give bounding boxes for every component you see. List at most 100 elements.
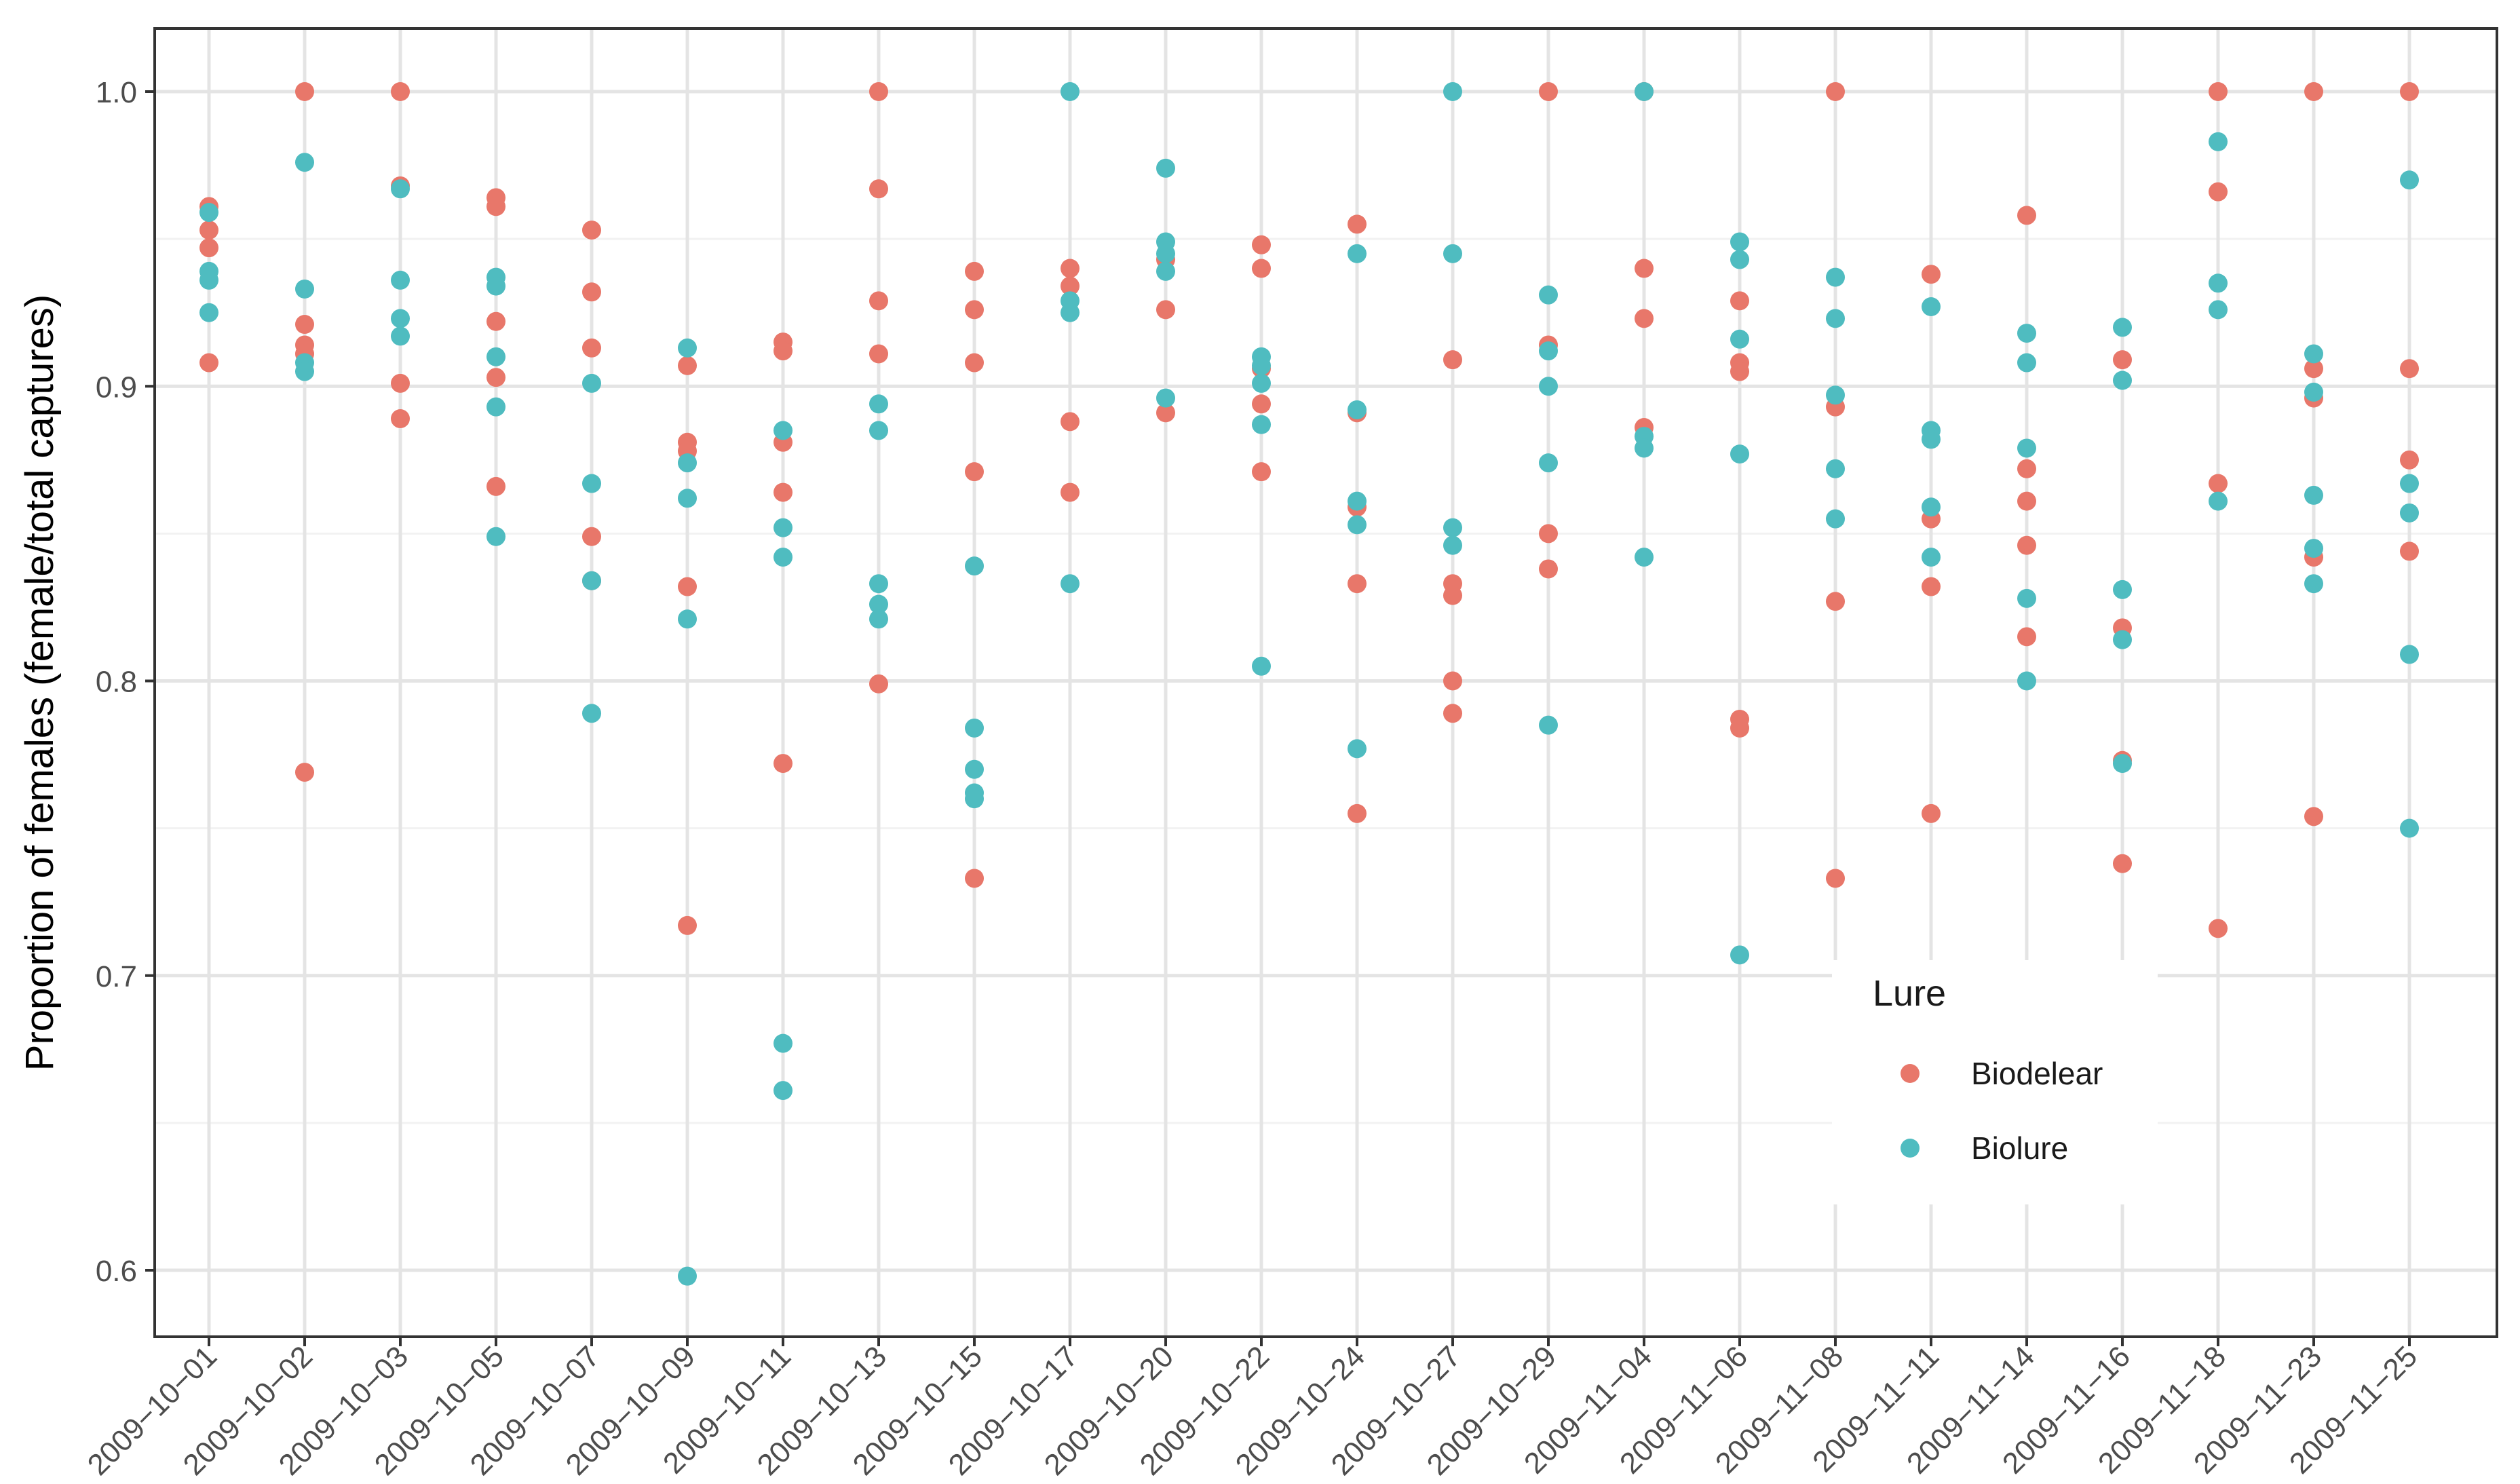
point-biolure: [1826, 459, 1845, 478]
point-biolure: [1730, 945, 1749, 965]
point-biodelear: [582, 527, 601, 546]
point-biodelear: [1826, 592, 1845, 611]
point-biolure: [1922, 548, 1941, 567]
point-biodelear: [2400, 541, 2419, 561]
point-biolure: [869, 574, 888, 594]
point-biolure: [582, 474, 601, 493]
point-biolure: [2304, 574, 2323, 594]
point-biodelear: [2113, 854, 2132, 873]
point-biodelear: [391, 82, 410, 101]
point-biodelear: [391, 373, 410, 393]
point-biodelear: [582, 338, 601, 358]
point-biodelear: [869, 674, 888, 693]
point-biolure: [1730, 232, 1749, 252]
point-biolure: [965, 556, 984, 576]
legend-box: [1832, 960, 2158, 1204]
point-biodelear: [486, 197, 505, 216]
point-biolure: [2304, 539, 2323, 558]
legend: Lure Biodelear Biolure: [1832, 960, 2158, 1204]
point-biodelear: [2017, 491, 2036, 511]
point-biodelear: [774, 754, 793, 774]
point-biodelear: [1061, 259, 1080, 278]
point-biolure: [486, 347, 505, 366]
point-biodelear: [2017, 627, 2036, 647]
point-biolure: [678, 338, 697, 358]
y-tick-label: 0.7: [96, 960, 137, 993]
point-biolure: [774, 548, 793, 567]
point-biolure: [2113, 370, 2132, 390]
point-biolure: [199, 270, 218, 290]
y-tick-label: 0.6: [96, 1255, 137, 1288]
point-biodelear: [1156, 300, 1175, 320]
point-biolure: [1156, 158, 1175, 178]
point-biodelear: [2017, 535, 2036, 555]
point-biolure: [1635, 548, 1654, 567]
point-biolure: [1730, 444, 1749, 464]
y-tick-label: 1.0: [96, 76, 137, 109]
point-biolure: [1826, 309, 1845, 328]
point-biodelear: [199, 238, 218, 258]
point-biodelear: [2400, 450, 2419, 470]
point-biodelear: [486, 311, 505, 331]
point-biolure: [582, 704, 601, 723]
point-biolure: [2113, 318, 2132, 337]
point-biolure: [295, 153, 314, 172]
point-biodelear: [1826, 869, 1845, 888]
point-biodelear: [1252, 259, 1271, 278]
point-biodelear: [1348, 214, 1367, 234]
point-biolure: [2113, 630, 2132, 649]
point-biolure: [1443, 82, 1462, 101]
point-biodelear: [1922, 803, 1941, 823]
point-biodelear: [869, 344, 888, 364]
point-biodelear: [1730, 718, 1749, 738]
point-biolure: [1061, 303, 1080, 322]
point-biolure: [1539, 285, 1558, 305]
point-biolure: [1539, 715, 1558, 735]
point-biodelear: [295, 82, 314, 101]
legend-label-biodelear: Biodelear: [1971, 1056, 2103, 1091]
point-biodelear: [2304, 359, 2323, 379]
point-biodelear: [486, 476, 505, 496]
point-biolure: [1730, 329, 1749, 349]
point-biolure: [2304, 382, 2323, 402]
point-biolure: [965, 789, 984, 809]
point-biolure: [869, 421, 888, 440]
point-biolure: [1348, 244, 1367, 263]
point-biodelear: [486, 368, 505, 387]
plot-border: [153, 27, 2498, 1338]
point-biodelear: [678, 356, 697, 375]
point-biolure: [1252, 656, 1271, 676]
point-biodelear: [199, 353, 218, 373]
point-biolure: [1348, 400, 1367, 419]
point-biolure: [486, 527, 505, 546]
point-biodelear: [965, 462, 984, 482]
legend-swatch-biolure: [1901, 1139, 1920, 1158]
point-biolure: [2209, 300, 2228, 320]
point-biolure: [1635, 82, 1654, 101]
point-biolure: [1635, 438, 1654, 458]
point-biodelear: [2304, 82, 2323, 101]
point-biolure: [678, 489, 697, 508]
point-biolure: [1156, 244, 1175, 263]
point-biodelear: [1348, 803, 1367, 823]
point-biodelear: [1539, 524, 1558, 544]
point-biodelear: [199, 221, 218, 240]
point-biolure: [1443, 244, 1462, 263]
point-biodelear: [1730, 362, 1749, 381]
point-biodelear: [869, 179, 888, 199]
point-biolure: [774, 421, 793, 440]
point-biolure: [774, 1033, 793, 1053]
point-biolure: [1348, 515, 1367, 535]
point-biodelear: [1635, 309, 1654, 328]
point-biodelear: [965, 300, 984, 320]
point-biodelear: [295, 315, 314, 335]
point-biodelear: [1443, 704, 1462, 723]
point-biolure: [869, 394, 888, 414]
point-biolure: [582, 373, 601, 393]
point-biodelear: [1539, 82, 1558, 101]
point-biodelear: [1252, 394, 1271, 414]
grid-major-lines: [155, 28, 2497, 1337]
point-biolure: [1922, 430, 1941, 449]
point-biolure: [486, 397, 505, 417]
